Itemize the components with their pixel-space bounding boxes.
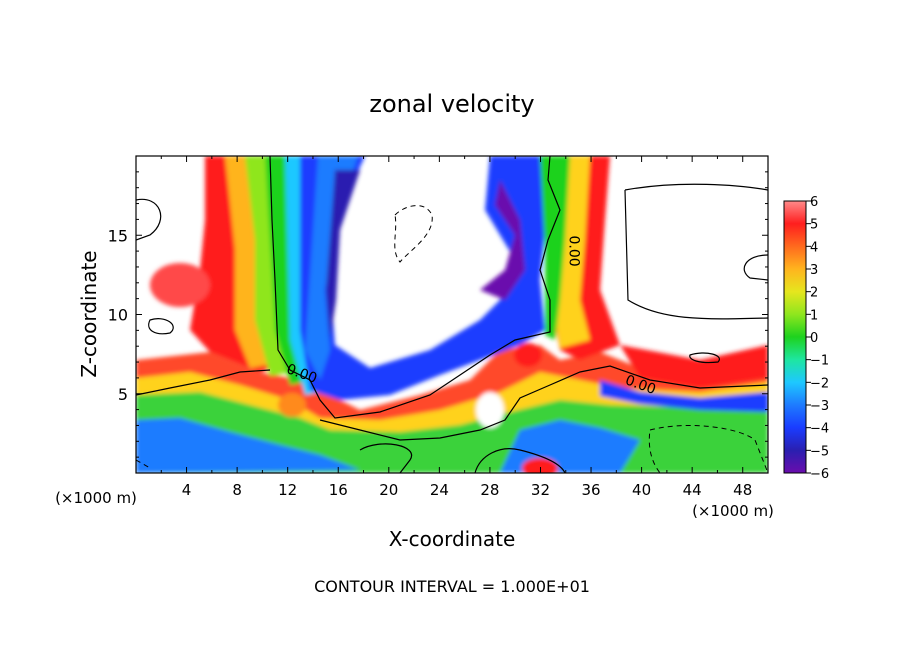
x-axis-label: X-coordinate	[389, 527, 516, 551]
colorbar-tick-label: 5	[810, 218, 818, 233]
colorbar-tick-label: −2	[810, 376, 829, 391]
colorbar-tick-label: 0	[810, 331, 818, 346]
contour-label: 0.00	[566, 236, 582, 267]
x-tick-label: 36	[581, 481, 600, 499]
x-tick-label: 28	[480, 481, 499, 499]
colorbar-tick-label: 3	[810, 263, 818, 278]
y-axis: 5 10 15	[108, 171, 768, 458]
x-tick-label: 12	[278, 481, 297, 499]
colorbar-tick-label: −6	[810, 467, 829, 482]
heatmap-field	[136, 156, 768, 473]
x-tick-label: 44	[683, 481, 702, 499]
colorbar-tick-label: −1	[810, 354, 829, 369]
x-unit-label-left: (×1000 m)	[55, 489, 137, 507]
colorbar-tick-label: −3	[810, 399, 829, 414]
colorbar-tick-label: 6	[810, 195, 818, 210]
x-tick-label: 8	[232, 481, 242, 499]
colorbar-tick-label: 2	[810, 286, 818, 301]
y-tick-label: 10	[108, 306, 128, 325]
x-tick-label: 16	[329, 481, 348, 499]
x-axis: 4 8 12 16 20 24 28 32 36 40 44 48	[160, 156, 752, 499]
x-unit-label-right: (×1000 m)	[692, 502, 774, 520]
x-tick-label: 24	[430, 481, 449, 499]
y-tick-label: 15	[108, 226, 128, 245]
chart-title: zonal velocity	[369, 90, 534, 118]
x-tick-label: 20	[379, 481, 398, 499]
y-tick-label: 5	[118, 385, 128, 404]
colorbar-tick-label: −5	[810, 444, 829, 459]
x-tick-label: 48	[733, 481, 752, 499]
x-tick-label: 40	[632, 481, 651, 499]
colorbar: 6 5 4 3 2 1 0 −1 −2 −3 −4 −5 −6	[783, 195, 829, 482]
colorbar-tick-label: −4	[810, 422, 829, 437]
colorbar-tick-label: 4	[810, 240, 818, 255]
colorbar-tick-label: 1	[810, 308, 818, 323]
y-axis-label: Z-coordinate	[77, 250, 101, 377]
x-tick-label: 32	[531, 481, 550, 499]
x-tick-label: 4	[182, 481, 192, 499]
contour-interval-note: CONTOUR INTERVAL = 1.000E+01	[314, 577, 590, 596]
